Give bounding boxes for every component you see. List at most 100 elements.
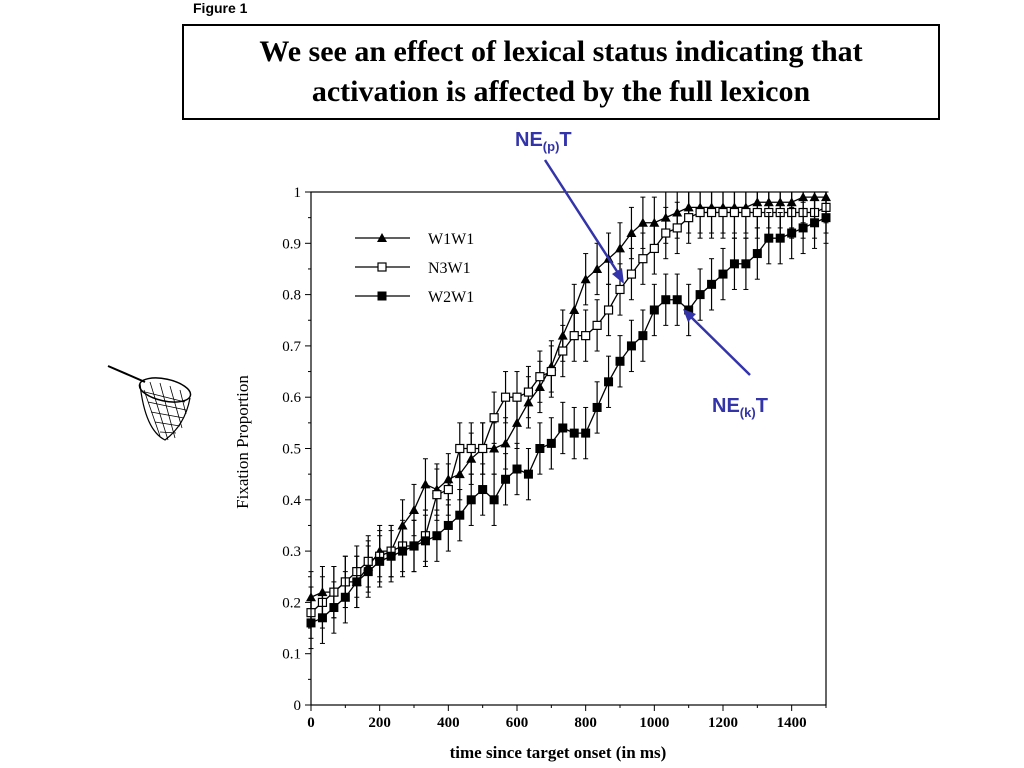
data-point — [718, 207, 728, 218]
data-point — [420, 479, 431, 489]
data-point — [626, 341, 636, 351]
data-point — [741, 207, 751, 218]
series-line — [310, 217, 827, 624]
y-tick-label: 1 — [294, 185, 302, 201]
y-tick-label: 0.5 — [282, 442, 301, 458]
y-axis-label: Fixation Proportion — [233, 375, 252, 509]
x-tick-label: 1000 — [639, 715, 669, 731]
data-point — [352, 577, 362, 587]
y-tick-label: 0.6 — [282, 390, 301, 406]
y-tick-label: 0 — [294, 698, 302, 714]
data-point — [695, 207, 705, 218]
legend-marker — [377, 262, 387, 272]
data-point — [752, 249, 762, 259]
data-point — [615, 284, 625, 295]
data-point — [420, 536, 430, 546]
data-point — [775, 233, 785, 243]
data-point — [695, 290, 705, 300]
data-point — [432, 490, 442, 500]
data-point — [523, 469, 533, 479]
data-point — [581, 331, 591, 341]
data-point — [661, 228, 671, 238]
data-point — [672, 223, 682, 233]
legend-label: W1W1 — [428, 231, 474, 248]
data-point — [398, 546, 408, 556]
data-point — [455, 510, 465, 520]
data-point — [363, 567, 373, 577]
data-point — [500, 438, 511, 448]
data-point — [489, 413, 499, 423]
data-point — [546, 438, 556, 448]
data-point — [592, 402, 602, 412]
annotation-nep-arrow — [543, 159, 624, 284]
data-point — [729, 207, 740, 218]
legend-marker — [377, 291, 387, 301]
data-point — [741, 259, 751, 269]
figure-label: Figure 1 — [193, 0, 248, 16]
x-tick-label: 800 — [574, 715, 597, 731]
data-point — [637, 217, 648, 227]
y-tick-label: 0.3 — [282, 544, 301, 560]
data-point — [478, 485, 488, 495]
series-w2w1 — [306, 191, 831, 650]
data-point — [569, 331, 579, 341]
legend-marker — [377, 233, 387, 242]
data-point — [569, 428, 579, 438]
data-point — [523, 387, 534, 397]
data-point — [386, 551, 396, 561]
data-point — [707, 279, 717, 289]
data-point — [661, 295, 671, 305]
y-tick-label: 0.9 — [282, 236, 301, 252]
title-box: We see an effect of lexical status indic… — [182, 24, 940, 120]
legend-label: N3W1 — [428, 260, 471, 277]
data-point — [684, 213, 694, 223]
data-point — [752, 207, 762, 218]
data-point — [535, 444, 545, 453]
legend-label: W2W1 — [428, 289, 474, 306]
data-point — [718, 269, 728, 279]
data-point — [626, 269, 637, 279]
data-point — [649, 243, 659, 254]
x-tick-label: 400 — [437, 715, 460, 731]
data-point — [466, 495, 476, 505]
data-point — [546, 366, 556, 377]
data-point — [764, 233, 774, 243]
data-point — [500, 392, 511, 402]
y-tick-label: 0.7 — [282, 339, 301, 355]
data-point — [672, 295, 682, 305]
data-point — [512, 464, 522, 474]
x-axis-label: time since target onset (in ms) — [450, 743, 667, 762]
data-point — [810, 218, 820, 228]
data-point — [489, 443, 500, 453]
series-line — [310, 196, 826, 598]
data-point — [512, 392, 522, 402]
data-point — [684, 305, 694, 315]
butterfly-net-icon — [107, 365, 192, 441]
data-point — [787, 228, 797, 238]
data-point — [375, 556, 385, 566]
plot-frame — [310, 191, 827, 706]
y-tick-label: 0.8 — [282, 288, 301, 304]
x-tick-label: 1200 — [708, 715, 738, 731]
x-tick-label: 200 — [368, 715, 391, 731]
slide-title: We see an effect of lexical status indic… — [259, 35, 863, 108]
data-point — [798, 223, 808, 233]
data-point — [489, 495, 499, 505]
data-point — [638, 254, 648, 264]
annotation-nek-arrow — [683, 309, 751, 376]
x-tick-label: 1400 — [777, 715, 807, 731]
data-point — [638, 331, 648, 341]
data-point — [649, 305, 659, 315]
data-point — [329, 603, 339, 613]
data-point — [443, 484, 453, 495]
y-tick-label: 0.2 — [282, 595, 301, 611]
data-point — [581, 428, 591, 438]
data-point — [706, 207, 717, 218]
data-point — [340, 592, 350, 602]
annotation-nep: NE(p)T — [515, 129, 572, 154]
data-point — [409, 505, 419, 515]
data-point — [615, 356, 625, 366]
data-point — [580, 274, 591, 284]
data-point — [306, 618, 316, 628]
